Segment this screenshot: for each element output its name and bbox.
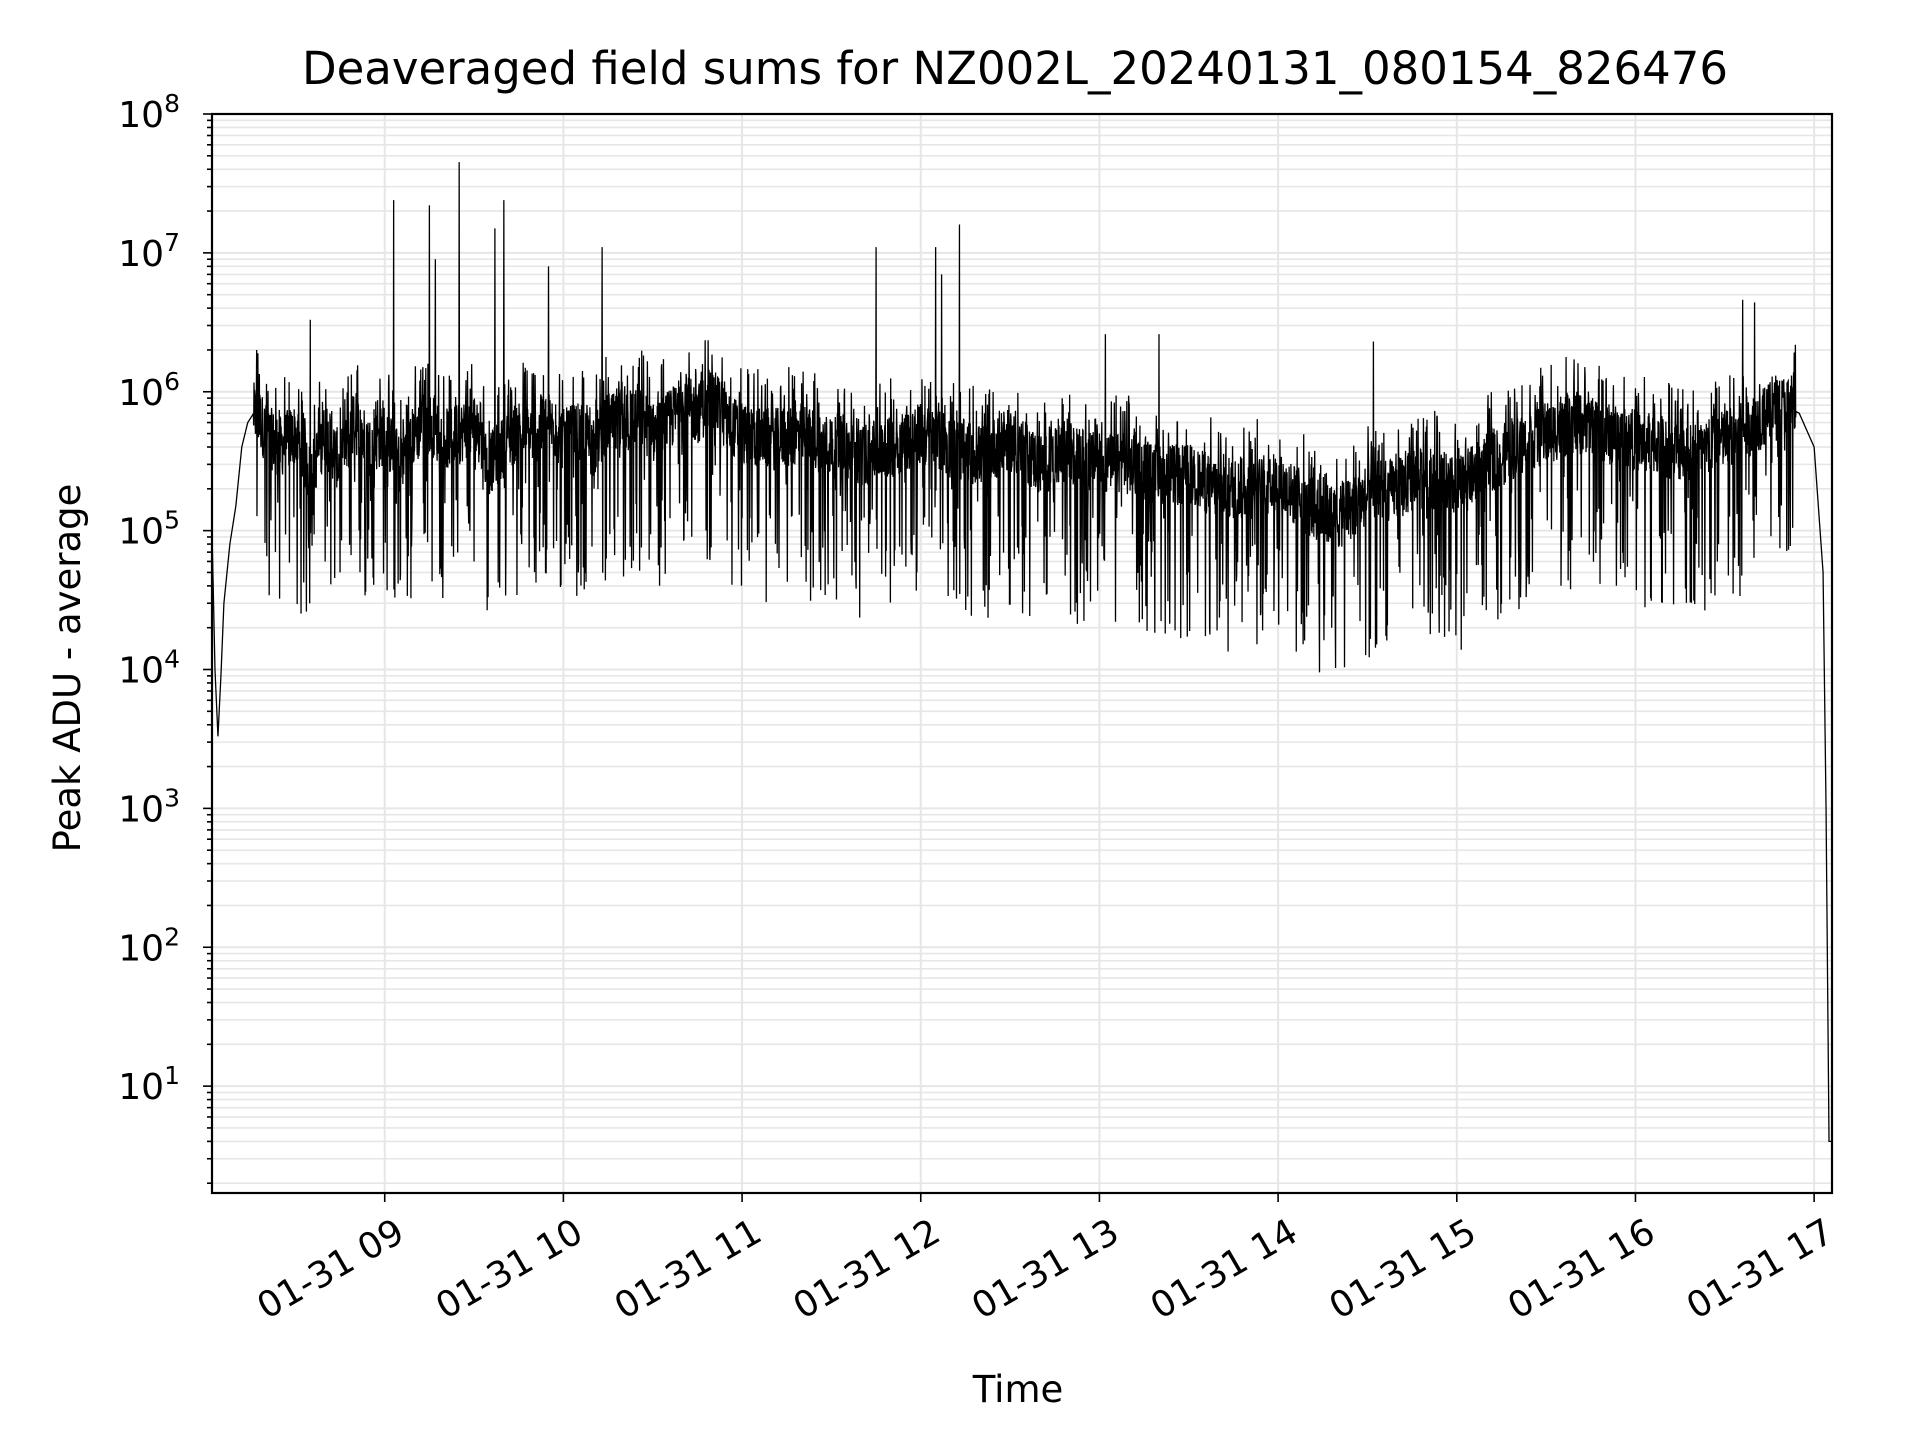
y-tick-label: 108 <box>118 89 180 136</box>
y-tick-label: 105 <box>118 506 180 553</box>
x-axis-label: Time <box>972 1368 1064 1411</box>
y-tick-label: 102 <box>118 922 180 969</box>
y-tick-label: 107 <box>118 228 180 275</box>
y-tick-label: 101 <box>118 1061 180 1108</box>
y-tick-label: 104 <box>118 645 180 692</box>
y-tick-label: 103 <box>118 783 180 830</box>
plot-frame <box>210 112 1834 1195</box>
series-line <box>211 162 1832 1143</box>
series-group <box>211 162 1832 1143</box>
chart-title: Deaveraged field sums for NZ002L_2024013… <box>302 42 1728 95</box>
y-axis-label: Peak ADU - average <box>46 484 89 853</box>
y-tick-label: 106 <box>118 367 180 414</box>
